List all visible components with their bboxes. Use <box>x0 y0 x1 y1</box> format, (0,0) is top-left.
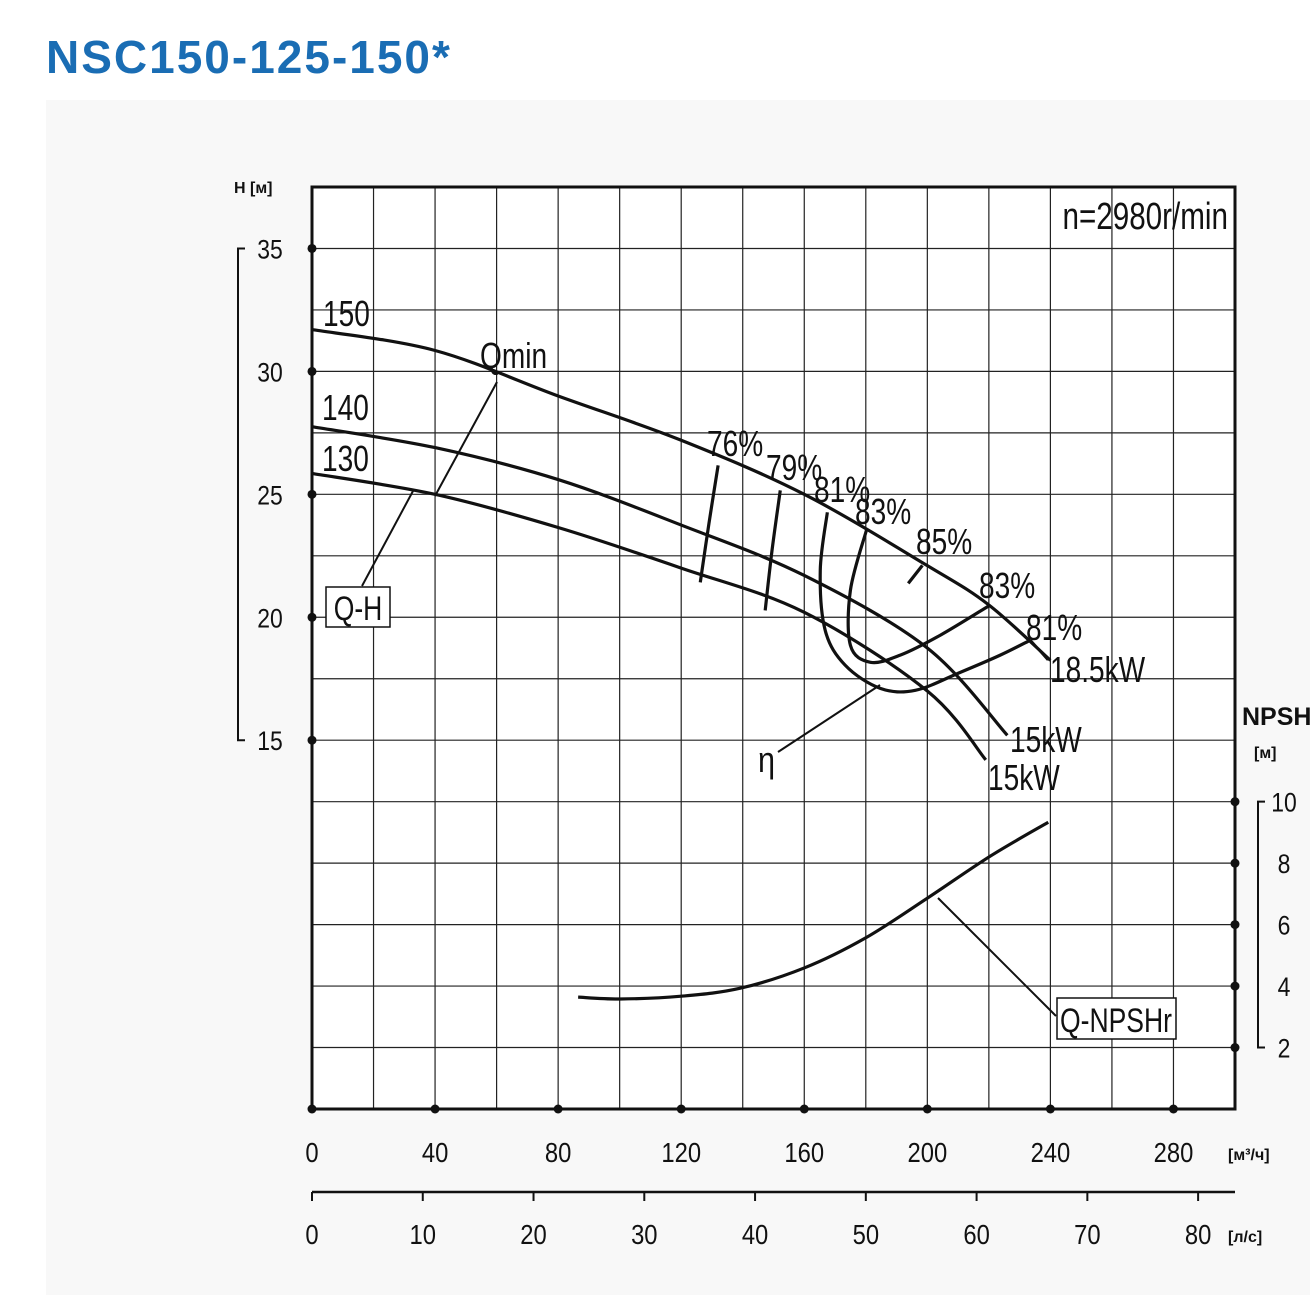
x-tick-dot <box>799 1104 809 1114</box>
leader-line <box>937 897 1057 1017</box>
x-axis-label: [м³/ч] <box>1228 1147 1270 1164</box>
y2-tick-label: 8 <box>1278 849 1291 879</box>
x-tick-label: 280 <box>1154 1136 1194 1168</box>
power-label: 15kW <box>988 758 1060 798</box>
x-tick-dot <box>1168 1104 1178 1114</box>
y2-axis-label: NPSH <box>1242 703 1310 731</box>
y-tick-dot <box>307 366 317 376</box>
y2-tick-dot <box>1230 1043 1240 1053</box>
x2-tick-label: 80 <box>1185 1218 1211 1250</box>
x2-axis-label: [л/с] <box>1228 1229 1262 1246</box>
power-label: 18.5kW <box>1050 650 1146 690</box>
annotation: Q-H <box>334 590 383 628</box>
x-tick-label: 80 <box>545 1136 571 1168</box>
x-tick-dot <box>676 1104 686 1114</box>
leader-line <box>777 684 881 753</box>
y-axis-label: H [м] <box>234 180 273 197</box>
x-tick-dot <box>1045 1104 1055 1114</box>
curve-label: 81% <box>814 470 870 510</box>
x2-tick-label: 20 <box>520 1218 546 1250</box>
y2-axis-unit: [м] <box>1254 745 1277 762</box>
annotation-box <box>325 586 391 628</box>
npsh-curve <box>578 820 1050 1001</box>
x-tick-label: 160 <box>784 1136 824 1168</box>
x2-tick-label: 40 <box>742 1218 768 1250</box>
y-tick-dot <box>307 612 317 622</box>
y-tick-dot <box>307 243 317 253</box>
curve-label: 140 <box>322 388 369 428</box>
leader-line <box>983 605 989 610</box>
y2-tick-dot <box>1230 920 1240 930</box>
y2-axis-bracket <box>1257 800 1265 1049</box>
chart-title: NSC150-125-150* <box>46 31 452 83</box>
curve-label: 83% <box>855 492 911 532</box>
y-axis-bracket <box>237 247 245 742</box>
leader-line <box>434 381 498 497</box>
leader-line <box>1029 639 1049 661</box>
y2-tick-label: 2 <box>1278 1034 1291 1064</box>
x2-tick-label: 10 <box>410 1218 436 1250</box>
x-tick-dot <box>430 1104 440 1114</box>
head-curve <box>311 328 1052 662</box>
series-label-box <box>1056 997 1177 1040</box>
curve-label: 83% <box>979 566 1035 606</box>
efficiency-curve <box>818 512 1032 694</box>
leader-line <box>361 490 414 587</box>
x-tick-label: 240 <box>1031 1136 1071 1168</box>
y-tick-label: 35 <box>257 235 283 265</box>
y2-tick-dot <box>1230 981 1240 991</box>
speed-note: n=2980r/min <box>1062 196 1228 238</box>
y-tick-label: 15 <box>257 726 283 756</box>
annotation: Qmin <box>480 336 547 376</box>
y-tick-label: 30 <box>257 358 283 388</box>
efficiency-curve <box>907 564 924 585</box>
x2-tick-label: 30 <box>631 1218 657 1250</box>
power-label: 15kW <box>1010 720 1082 760</box>
y2-tick-dot <box>1230 858 1240 868</box>
head-curve <box>311 425 1009 737</box>
x-tick-label: 40 <box>422 1136 448 1168</box>
y2-tick-label: 10 <box>1271 788 1297 818</box>
y-tick-dot <box>307 735 317 745</box>
curve-label: 81% <box>1026 608 1082 648</box>
y2-tick-label: 6 <box>1278 911 1291 941</box>
plot-area <box>312 187 1235 1109</box>
x-tick-label: 200 <box>907 1136 947 1168</box>
curve-label: 85% <box>916 522 972 562</box>
curve-label: 150 <box>323 294 370 334</box>
y-tick-label: 25 <box>257 481 283 511</box>
y-tick-label: 20 <box>257 604 283 634</box>
plot-frame <box>310 185 1237 1111</box>
curve-label: 76% <box>707 424 763 464</box>
x-tick-label: 0 <box>305 1136 318 1168</box>
x-tick-label: 120 <box>661 1136 701 1168</box>
x2-tick-label: 70 <box>1074 1218 1100 1250</box>
efficiency-curve <box>763 490 782 611</box>
annotation: η <box>758 741 775 781</box>
x-tick-dot <box>922 1104 932 1114</box>
efficiency-curve <box>846 529 990 665</box>
curve-label: 79% <box>766 448 822 488</box>
x-tick-dot <box>553 1104 563 1114</box>
y2-tick-label: 4 <box>1278 972 1291 1002</box>
x2-tick-label: 50 <box>853 1218 879 1250</box>
x2-tick-label: 60 <box>963 1218 989 1250</box>
efficiency-curve <box>698 465 720 583</box>
curve-label: 130 <box>322 439 369 479</box>
x-tick-dot <box>307 1104 317 1114</box>
y2-tick-dot <box>1230 797 1240 807</box>
x2-tick-label: 0 <box>305 1218 318 1250</box>
series-label: Q-NPSHr <box>1060 1002 1172 1040</box>
y-tick-dot <box>307 489 317 499</box>
